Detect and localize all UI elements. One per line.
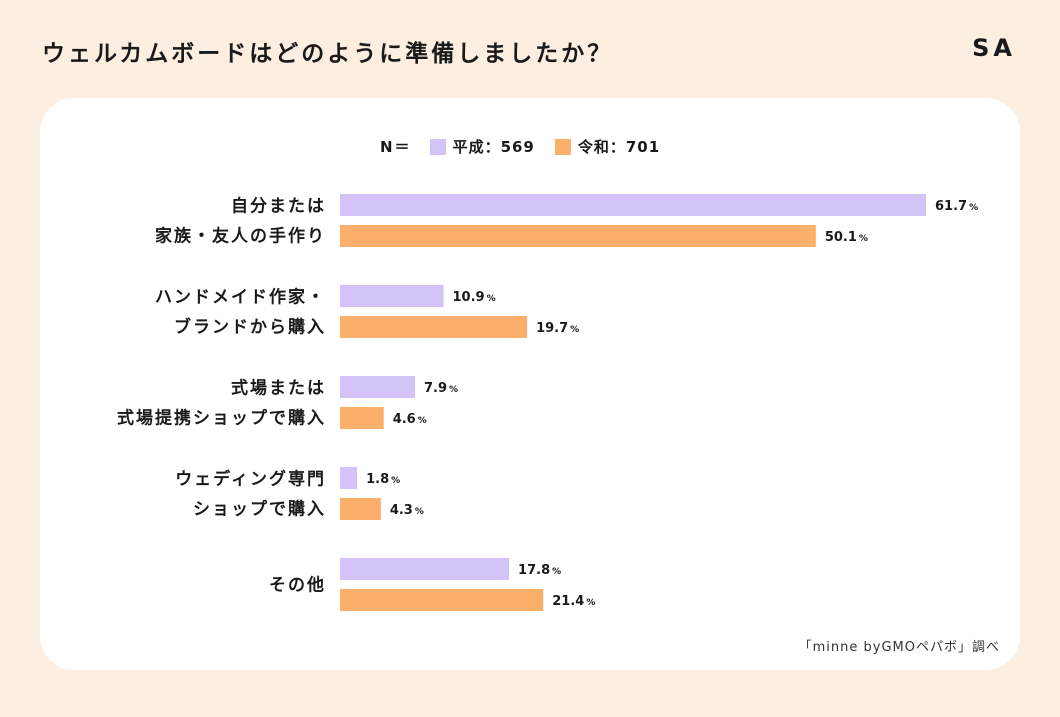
legend-label-reiwa: 令和：701 [577,138,661,156]
chart-title: ウェルカムボードはどのように準備しましたか？ [42,41,614,67]
category-label-4-0: その他 [269,575,326,596]
bar-heisei-0 [340,194,926,216]
bar-reiwa-0 [340,225,816,247]
legend-item-heisei: 平成：569 [429,136,535,157]
value-label-heisei-4: 17.8% [518,563,561,578]
category-label-3-0: ウェディング専門 [175,469,326,490]
value-label-heisei-1: 10.9% [453,290,496,305]
legend: N＝ 平成：569 令和：701 [380,136,680,157]
value-label-reiwa-3: 4.3% [390,503,424,518]
category-label-2-1: 式場提携ショップで購入 [117,408,326,429]
brand-badge: SA [972,34,1016,62]
bar-heisei-1 [340,285,444,307]
chart-card [40,98,1020,670]
value-label-reiwa-2: 4.6% [393,412,427,427]
bar-reiwa-3 [340,498,381,520]
legend-item-reiwa: 令和：701 [554,136,661,157]
value-label-heisei-3: 1.8% [366,472,400,487]
bar-reiwa-2 [340,407,384,429]
bar-heisei-2 [340,376,416,398]
value-label-heisei-2: 7.9% [424,381,458,396]
value-label-heisei-0: 61.7% [935,199,978,214]
category-label-1-1: ブランドから購入 [174,317,326,338]
category-label-1-0: ハンドメイド作家・ [155,287,326,308]
legend-label-heisei: 平成：569 [452,138,535,156]
category-label-0-0: 自分または [231,196,326,217]
source-note: 「minne byGMOペパボ」調べ [798,640,1000,655]
category-label-2-0: 式場または [231,378,326,399]
value-label-reiwa-1: 19.7% [536,321,579,336]
value-label-reiwa-4: 21.4% [552,594,595,609]
bar-heisei-4 [340,558,510,580]
bar-heisei-3 [340,467,358,489]
value-label-reiwa-0: 50.1% [825,230,868,245]
bar-reiwa-4 [340,589,544,611]
legend-swatch-heisei [429,138,446,155]
category-label-0-1: 家族・友人の手作り [155,226,326,247]
bar-reiwa-1 [340,316,528,338]
legend-n-label: N＝ [380,138,412,156]
category-label-3-1: ショップで購入 [193,499,326,520]
legend-swatch-reiwa [554,138,571,155]
